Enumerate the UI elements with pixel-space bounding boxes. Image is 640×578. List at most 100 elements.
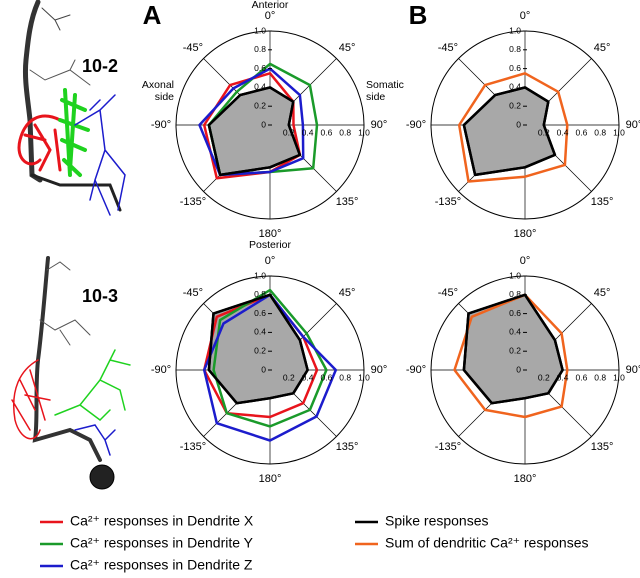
r-tick-label: 0.6 xyxy=(509,63,521,73)
r-tick-label: 0.2 xyxy=(509,100,521,110)
angle-label: -135° xyxy=(180,441,206,453)
spike-line xyxy=(207,293,309,405)
angle-label: 45° xyxy=(594,42,611,54)
cell-label: 10-3 xyxy=(82,286,118,306)
series-line xyxy=(198,67,305,177)
angle-label: 180° xyxy=(259,473,282,485)
angle-label: 0° xyxy=(520,255,531,267)
angle-label: 90° xyxy=(371,119,388,131)
r-tick-label: 0.2 xyxy=(254,345,266,355)
r-tick-label: 1.0 xyxy=(358,372,370,382)
r-tick-label: 0.8 xyxy=(339,372,351,382)
r-tick-label: 0.6 xyxy=(320,127,332,137)
r-tick-label: 0.8 xyxy=(339,127,351,137)
angle-label: -135° xyxy=(180,196,206,208)
r-tick-label: 1.0 xyxy=(358,127,370,137)
angle-label: -90° xyxy=(151,119,171,131)
angle-label: 135° xyxy=(591,196,614,208)
r-tick-label: 0 xyxy=(516,119,521,129)
annotation: Posterior xyxy=(249,239,292,251)
r-tick-label: 0 xyxy=(261,119,266,129)
annotation: Somatic side xyxy=(366,79,404,103)
r-tick-label: 0.2 xyxy=(509,345,521,355)
annotation: Axonal side xyxy=(142,79,174,103)
r-tick-label: 0.2 xyxy=(283,372,295,382)
legend: Ca²⁺ responses in Dendrite X Ca²⁺ respons… xyxy=(40,513,588,573)
angle-label: -45° xyxy=(438,287,458,299)
r-tick-label: 0.4 xyxy=(254,82,266,92)
r-tick-label: 0.2 xyxy=(538,127,550,137)
angle-label: -90° xyxy=(406,364,426,376)
r-tick-label: 0.6 xyxy=(320,372,332,382)
angle-label: -45° xyxy=(183,287,203,299)
panel-label: B xyxy=(409,0,428,30)
r-tick-label: 0.2 xyxy=(283,127,295,137)
angle-label: -90° xyxy=(151,364,171,376)
angle-label: 180° xyxy=(514,228,537,240)
r-tick-label: 0.4 xyxy=(302,127,314,137)
spike-line xyxy=(462,293,564,405)
r-tick-label: 0.6 xyxy=(575,127,587,137)
angle-label: 135° xyxy=(591,441,614,453)
r-tick-label: 0.4 xyxy=(557,127,569,137)
r-tick-label: 0.2 xyxy=(538,372,550,382)
r-tick-label: 0.2 xyxy=(254,100,266,110)
legend-label: Ca²⁺ responses in Dendrite Z xyxy=(70,557,253,573)
r-tick-label: 0 xyxy=(516,364,521,374)
annotation: Anterior xyxy=(252,0,289,11)
angle-label: -90° xyxy=(406,119,426,131)
r-tick-label: 0.8 xyxy=(594,127,606,137)
angle-label: -135° xyxy=(435,196,461,208)
r-tick-label: 0.6 xyxy=(575,372,587,382)
legend-label: Ca²⁺ responses in Dendrite X xyxy=(70,513,254,529)
series-line xyxy=(202,293,338,442)
angle-label: 0° xyxy=(265,255,276,267)
r-tick-label: 0.4 xyxy=(557,372,569,382)
legend-label: Ca²⁺ responses in Dendrite Y xyxy=(70,535,254,551)
r-tick-label: 1.0 xyxy=(509,25,521,35)
legend-label: Sum of dendritic Ca²⁺ responses xyxy=(385,535,588,551)
r-tick-label: 0.6 xyxy=(254,308,266,318)
r-tick-label: 0.6 xyxy=(509,308,521,318)
angle-label: 0° xyxy=(520,10,531,22)
angle-label: 90° xyxy=(626,364,640,376)
angle-label: 45° xyxy=(339,42,356,54)
angle-label: -135° xyxy=(435,441,461,453)
r-tick-label: 0.4 xyxy=(254,327,266,337)
angle-label: 45° xyxy=(339,287,356,299)
r-tick-label: 0.8 xyxy=(594,372,606,382)
panel-label: A xyxy=(143,0,162,30)
r-tick-label: 0.8 xyxy=(254,44,266,54)
r-tick-label: 0.8 xyxy=(509,289,521,299)
legend-label: Spike responses xyxy=(385,513,489,529)
r-tick-label: 0.4 xyxy=(509,327,521,337)
r-tick-label: 0.8 xyxy=(254,289,266,299)
angle-label: 0° xyxy=(265,10,276,22)
angle-label: 135° xyxy=(336,196,359,208)
r-tick-label: 1.0 xyxy=(613,127,625,137)
r-tick-label: 1.0 xyxy=(254,270,266,280)
angle-label: 180° xyxy=(514,473,537,485)
angle-label: -45° xyxy=(438,42,458,54)
angle-label: 180° xyxy=(259,228,282,240)
angle-label: -45° xyxy=(183,42,203,54)
angle-label: 90° xyxy=(626,119,640,131)
angle-label: 45° xyxy=(594,287,611,299)
angle-label: 90° xyxy=(371,364,388,376)
r-tick-label: 0.8 xyxy=(509,44,521,54)
r-tick-label: 0.4 xyxy=(509,82,521,92)
r-tick-label: 0.4 xyxy=(302,372,314,382)
spike-line xyxy=(462,86,557,177)
r-tick-label: 0.6 xyxy=(254,63,266,73)
angle-label: 135° xyxy=(336,441,359,453)
spike-line xyxy=(207,86,302,177)
r-tick-label: 0 xyxy=(261,364,266,374)
neuron-10-3 xyxy=(11,256,131,490)
neuron-10-2 xyxy=(17,0,126,216)
r-tick-label: 1.0 xyxy=(613,372,625,382)
series-line xyxy=(457,72,569,183)
r-tick-label: 1.0 xyxy=(254,25,266,35)
cell-label: 10-2 xyxy=(82,56,118,76)
r-tick-label: 1.0 xyxy=(509,270,521,280)
